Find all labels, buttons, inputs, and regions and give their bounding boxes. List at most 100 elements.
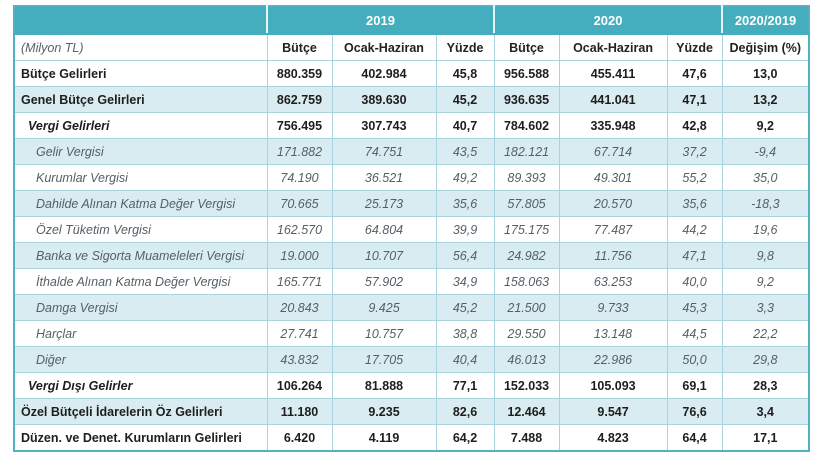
row-value: 20.843	[266, 294, 333, 321]
row-value: 162.570	[266, 216, 333, 243]
row-value: 22.986	[558, 346, 668, 373]
row-value: 77.487	[558, 216, 668, 243]
row-value: 9.547	[558, 398, 668, 425]
row-value: 22,2	[721, 320, 810, 347]
row-value: 44,5	[666, 320, 723, 347]
row-value: 35,6	[435, 190, 495, 217]
row-value: 13,2	[721, 86, 810, 113]
row-value: 19.000	[266, 242, 333, 269]
row-value: 307.743	[331, 112, 437, 139]
table-row: Gelir Vergisi 171.882 74.751 43,5 182.121 67…	[13, 138, 810, 165]
column-header-row: (Milyon TL) Bütçe Ocak-Haziran Yüzde Büt…	[13, 33, 810, 61]
row-value: 43.832	[266, 346, 333, 373]
row-value: 9.733	[558, 294, 668, 321]
row-value: 44,2	[666, 216, 723, 243]
row-value: 106.264	[266, 372, 333, 399]
row-value: 4.823	[558, 424, 668, 452]
row-label: Damga Vergisi	[13, 294, 268, 321]
row-value: 63.253	[558, 268, 668, 295]
column-header-butce-2020: Bütçe	[493, 33, 560, 61]
row-value: 9,8	[721, 242, 810, 269]
row-value: 13,0	[721, 60, 810, 87]
row-value: 89.393	[493, 164, 560, 191]
row-value: 441.041	[558, 86, 668, 113]
row-label: Banka ve Sigorta Muameleleri Vergisi	[13, 242, 268, 269]
row-value: 24.982	[493, 242, 560, 269]
row-value: 55,2	[666, 164, 723, 191]
row-value: 47,6	[666, 60, 723, 87]
row-label: Harçlar	[13, 320, 268, 347]
row-value: 74.190	[266, 164, 333, 191]
column-header-butce-2019: Bütçe	[266, 33, 333, 61]
row-value: 64,2	[435, 424, 495, 452]
row-value: 756.495	[266, 112, 333, 139]
row-value: 43,5	[435, 138, 495, 165]
row-value: 70.665	[266, 190, 333, 217]
row-value: 171.882	[266, 138, 333, 165]
row-value: 152.033	[493, 372, 560, 399]
row-value: 50,0	[666, 346, 723, 373]
row-value: 10.707	[331, 242, 437, 269]
row-value: 67.714	[558, 138, 668, 165]
table-row: Harçlar 27.741 10.757 38,8 29.550 13.148 44,5…	[13, 320, 810, 347]
table-row: Kurumlar Vergisi 74.190 36.521 49,2 89.393 4…	[13, 164, 810, 191]
row-value: 64.804	[331, 216, 437, 243]
row-value: 9.425	[331, 294, 437, 321]
row-value: 17,1	[721, 424, 810, 452]
row-value: 29.550	[493, 320, 560, 347]
row-value: 76,6	[666, 398, 723, 425]
row-value: 37,2	[666, 138, 723, 165]
table-row: İthalde Alınan Katma Değer Vergisi 165.7…	[13, 268, 810, 295]
row-value: 45,3	[666, 294, 723, 321]
row-value: 39,9	[435, 216, 495, 243]
row-value: 28,3	[721, 372, 810, 399]
row-value: 45,8	[435, 60, 495, 87]
row-value: 74.751	[331, 138, 437, 165]
row-value: 17.705	[331, 346, 437, 373]
row-value: 40,0	[666, 268, 723, 295]
table-row: Genel Bütçe Gelirleri 862.759 389.630 45,2…	[13, 86, 810, 113]
row-label: Kurumlar Vergisi	[13, 164, 268, 191]
row-value: 4.119	[331, 424, 437, 452]
row-value: 45,2	[435, 294, 495, 321]
row-value: 784.602	[493, 112, 560, 139]
column-header-degisim: Değişim (%)	[721, 33, 810, 61]
row-value: 47,1	[666, 242, 723, 269]
row-value: 335.948	[558, 112, 668, 139]
row-value: -9,4	[721, 138, 810, 165]
row-value: 40,7	[435, 112, 495, 139]
row-value: 9.235	[331, 398, 437, 425]
table-row: Düzen. ve Denet. Kurumların Gelirleri 6.…	[13, 424, 810, 452]
row-value: 402.984	[331, 60, 437, 87]
row-value: 49.301	[558, 164, 668, 191]
row-value: 69,1	[666, 372, 723, 399]
table-row: Damga Vergisi 20.843 9.425 45,2 21.500 9.733…	[13, 294, 810, 321]
table-row: Vergi Dışı Gelirler 106.264 81.888 77,1 152…	[13, 372, 810, 399]
row-value: 42,8	[666, 112, 723, 139]
row-value: 29,8	[721, 346, 810, 373]
column-header-yuzde-2019: Yüzde	[435, 33, 495, 61]
row-label: Özel Tüketim Vergisi	[13, 216, 268, 243]
row-value: 936.635	[493, 86, 560, 113]
table-row: Özel Tüketim Vergisi 162.570 64.804 39,9 17…	[13, 216, 810, 243]
row-value: 82,6	[435, 398, 495, 425]
row-value: 182.121	[493, 138, 560, 165]
row-label: Vergi Gelirleri	[13, 112, 268, 139]
row-value: 40,4	[435, 346, 495, 373]
year-group-2019: 2019	[265, 6, 495, 35]
row-value: 3,4	[721, 398, 810, 425]
row-value: 38,8	[435, 320, 495, 347]
year-header-row: 2019 2020 2020/2019	[14, 6, 810, 35]
row-value: 34,9	[435, 268, 495, 295]
column-header-yuzde-2020: Yüzde	[666, 33, 723, 61]
row-value: 25.173	[331, 190, 437, 217]
table-row: Diğer 43.832 17.705 40,4 46.013 22.986 50,0 29…	[13, 346, 810, 373]
row-value: 45,2	[435, 86, 495, 113]
row-value: 9,2	[721, 268, 810, 295]
row-value: 46.013	[493, 346, 560, 373]
row-value: 158.063	[493, 268, 560, 295]
row-value: 175.175	[493, 216, 560, 243]
row-label: Bütçe Gelirleri	[13, 60, 268, 87]
column-header-ocak-haziran-2019: Ocak-Haziran	[331, 33, 437, 61]
table-row: Özel Bütçeli İdarelerin Öz Gelirleri 11.…	[13, 398, 810, 425]
